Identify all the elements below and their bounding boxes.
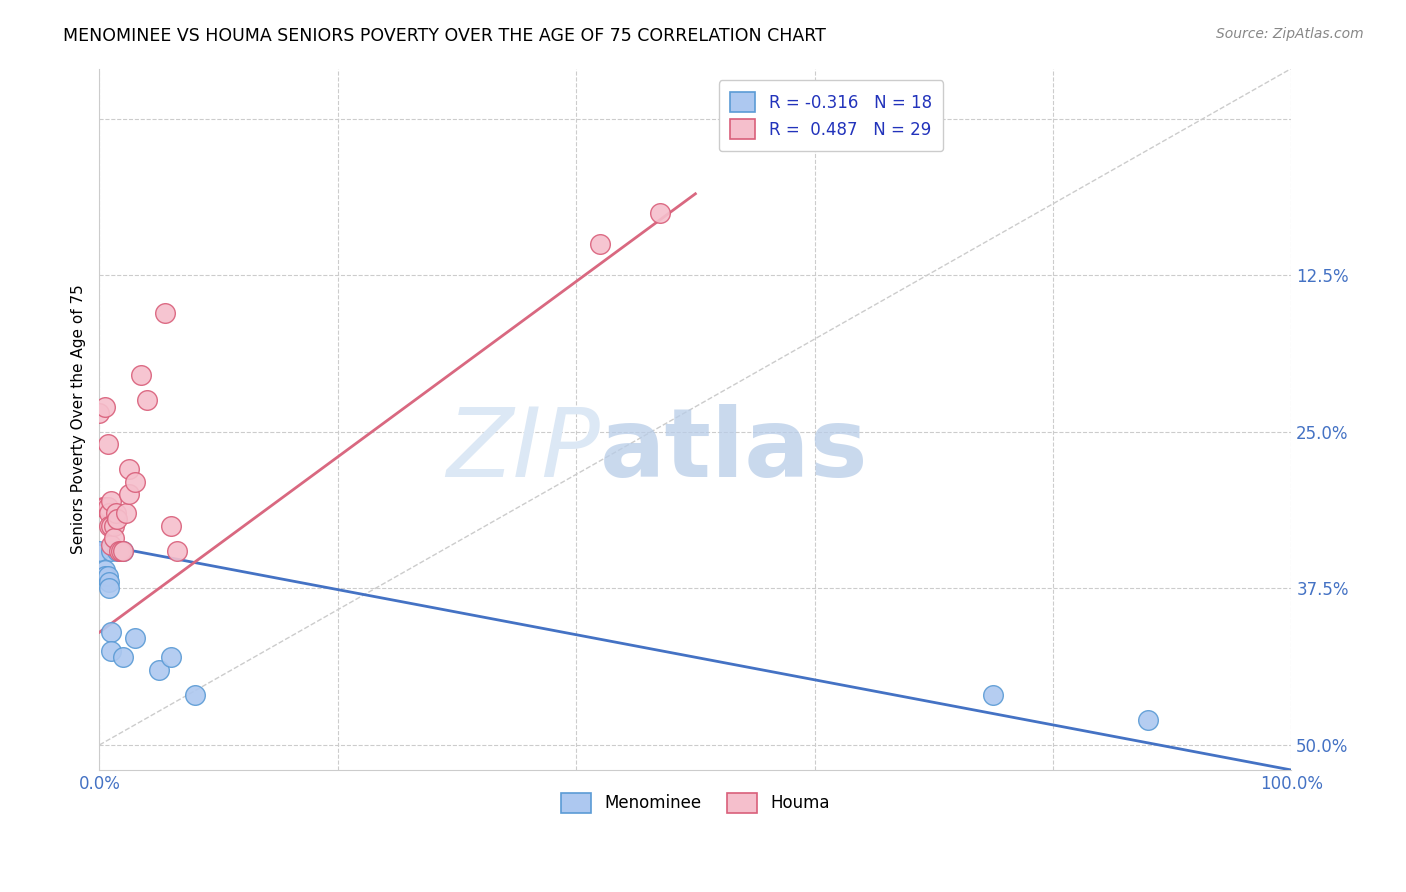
Point <box>103 531 125 545</box>
Point <box>98 506 121 520</box>
Point <box>983 688 1005 702</box>
Point <box>589 236 612 251</box>
Point <box>94 500 117 514</box>
Text: atlas: atlas <box>600 404 869 498</box>
Point <box>100 625 122 640</box>
Point <box>98 575 121 590</box>
Point <box>89 543 111 558</box>
Point <box>94 400 117 414</box>
Point <box>110 543 132 558</box>
Point <box>89 406 111 420</box>
Point <box>118 462 141 476</box>
Point <box>98 518 121 533</box>
Point <box>91 500 114 514</box>
Point <box>129 368 152 383</box>
Point <box>100 537 122 551</box>
Point <box>166 543 188 558</box>
Point <box>160 650 183 665</box>
Point <box>112 543 135 558</box>
Point <box>97 569 120 583</box>
Text: ZIP: ZIP <box>446 404 600 498</box>
Point <box>97 437 120 451</box>
Point <box>148 663 170 677</box>
Point <box>98 582 121 596</box>
Point <box>1137 713 1160 727</box>
Point <box>103 518 125 533</box>
Point <box>112 650 135 665</box>
Point <box>136 393 159 408</box>
Point <box>124 475 146 489</box>
Text: Source: ZipAtlas.com: Source: ZipAtlas.com <box>1216 27 1364 41</box>
Point <box>184 688 207 702</box>
Point <box>648 205 671 219</box>
Point <box>100 493 122 508</box>
Point <box>114 506 136 520</box>
Text: MENOMINEE VS HOUMA SENIORS POVERTY OVER THE AGE OF 75 CORRELATION CHART: MENOMINEE VS HOUMA SENIORS POVERTY OVER … <box>63 27 827 45</box>
Point <box>105 512 128 526</box>
Point <box>124 632 146 646</box>
Point <box>100 543 122 558</box>
Point <box>107 543 129 558</box>
Point <box>160 518 183 533</box>
Point <box>97 500 120 514</box>
Point <box>94 569 117 583</box>
Y-axis label: Seniors Poverty Over the Age of 75: Seniors Poverty Over the Age of 75 <box>72 285 86 554</box>
Legend: Menominee, Houma: Menominee, Houma <box>550 781 841 825</box>
Point <box>105 543 128 558</box>
Point <box>118 487 141 501</box>
Point <box>100 644 122 658</box>
Point <box>94 563 117 577</box>
Point <box>112 543 135 558</box>
Point <box>153 306 176 320</box>
Point <box>100 518 122 533</box>
Point <box>105 506 128 520</box>
